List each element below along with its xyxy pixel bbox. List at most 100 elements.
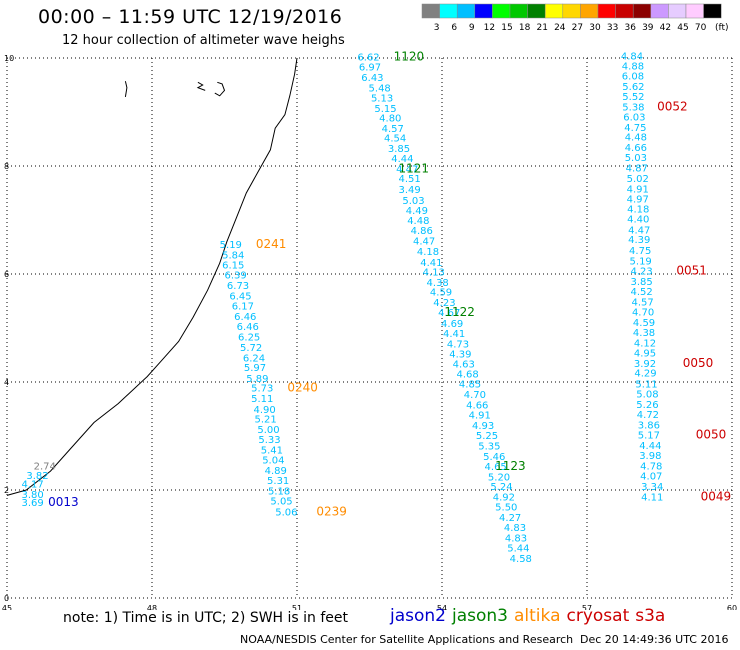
legend-label: 27 bbox=[572, 23, 583, 33]
swh-value: 4.91 bbox=[469, 411, 491, 422]
swh-value: 6.03 bbox=[623, 113, 645, 124]
swh-value: 5.25 bbox=[476, 431, 498, 442]
swh-value: 4.66 bbox=[466, 400, 488, 411]
swh-value: 6.25 bbox=[238, 332, 260, 343]
swh-value: 4.87 bbox=[626, 163, 648, 174]
swh-value: 4.12 bbox=[634, 338, 656, 349]
swh-value: 4.59 bbox=[430, 288, 452, 299]
swh-value: 5.13 bbox=[371, 94, 393, 105]
swh-value: 4.59 bbox=[633, 318, 655, 329]
swh-value: 4.13 bbox=[423, 268, 445, 279]
lon-tick-label: 57 bbox=[582, 604, 592, 610]
swh-value: 4.65 bbox=[485, 462, 507, 473]
legend-swatch-16 bbox=[703, 3, 722, 19]
swh-value: 4.48 bbox=[407, 216, 429, 227]
swh-value: 4.83 bbox=[505, 533, 527, 544]
swh-value: 5.33 bbox=[258, 435, 280, 446]
swh-value: 4.70 bbox=[464, 390, 486, 401]
satellite-name-cryosat: cryosat bbox=[566, 606, 630, 626]
altimeter-map: 45 48 51 54 57 60 0 2 4 6 8 10 3.693.804.173.822.74 0… bbox=[2, 50, 737, 610]
coastline bbox=[6, 57, 298, 496]
swh-value: 5.89 bbox=[246, 374, 268, 385]
credit-text: NOAA/NESDIS Center for Satellite Applica… bbox=[240, 633, 574, 646]
legend-label: 33 bbox=[607, 23, 618, 33]
swh-value: 3.86 bbox=[638, 420, 660, 431]
pass-time-label: 0051 bbox=[676, 264, 707, 278]
swh-value: 4.70 bbox=[632, 308, 654, 319]
pass-time-label: 1122 bbox=[444, 305, 475, 319]
swh-value: 4.92 bbox=[493, 492, 515, 503]
swh-value: 6.97 bbox=[359, 62, 381, 73]
track-jason3: 6.626.976.435.485.135.154.804.574.543.85… bbox=[357, 50, 532, 565]
swh-value: 6.46 bbox=[234, 312, 256, 323]
swh-value: 3.82 bbox=[26, 471, 48, 482]
legend-label: 42 bbox=[660, 23, 671, 33]
swh-value: 4.57 bbox=[382, 124, 404, 135]
swh-value: 5.84 bbox=[222, 250, 244, 261]
swh-value: 6.45 bbox=[229, 291, 251, 302]
swh-value: 5.73 bbox=[251, 384, 273, 395]
pass-time-label: 0240 bbox=[287, 381, 318, 395]
grid-lines bbox=[6, 57, 733, 599]
swh-value: 5.17 bbox=[638, 431, 660, 442]
swh-value: 3.85 bbox=[388, 144, 410, 155]
pass-time-label: 0050 bbox=[696, 428, 727, 442]
swh-value: 5.18 bbox=[268, 486, 290, 497]
swh-value: 5.19 bbox=[220, 240, 242, 251]
swh-value: 4.52 bbox=[631, 287, 653, 298]
swh-value: 3.92 bbox=[634, 359, 656, 370]
swh-value: 4.47 bbox=[396, 164, 418, 175]
swh-value: 5.72 bbox=[240, 343, 262, 354]
swh-value: 4.11 bbox=[641, 492, 663, 503]
swh-value: 4.67 bbox=[438, 308, 460, 319]
swh-value: 4.83 bbox=[504, 523, 526, 534]
swh-value: 4.07 bbox=[640, 472, 662, 483]
swh-value: 4.54 bbox=[384, 134, 406, 145]
credit-date: Dec 20 14:49:36 UTC 2016 bbox=[580, 633, 729, 646]
swh-value: 4.73 bbox=[447, 339, 469, 350]
swh-value: 5.04 bbox=[262, 456, 284, 467]
swh-value: 5.62 bbox=[622, 82, 644, 93]
swh-value: 6.39 bbox=[225, 270, 247, 281]
swh-value: 4.66 bbox=[625, 143, 647, 154]
legend-label: 3 bbox=[434, 23, 440, 33]
swh-value: 5.20 bbox=[488, 472, 510, 483]
swh-value: 6.46 bbox=[237, 322, 259, 333]
swh-value: 4.75 bbox=[629, 246, 651, 257]
legend-label: 24 bbox=[554, 23, 566, 33]
satellite-name-altika: altika bbox=[514, 606, 561, 626]
swh-value: 5.11 bbox=[251, 394, 273, 405]
swh-value: 5.08 bbox=[636, 390, 658, 401]
swh-value: 4.58 bbox=[510, 554, 532, 565]
swh-value: 4.69 bbox=[441, 319, 463, 330]
legend-unit: (ft) bbox=[715, 23, 729, 33]
swh-value: 6.43 bbox=[361, 73, 383, 84]
swh-value: 4.84 bbox=[621, 52, 643, 63]
swh-value: 4.72 bbox=[637, 410, 659, 421]
pass-time-label: 0049 bbox=[701, 489, 732, 503]
swh-value: 4.97 bbox=[627, 195, 649, 206]
swh-value: 4.78 bbox=[640, 461, 662, 472]
island-2 bbox=[214, 81, 226, 97]
pass-time-label: 0013 bbox=[48, 495, 79, 509]
legend-label: 30 bbox=[589, 23, 601, 33]
swh-value: 3.49 bbox=[399, 185, 421, 196]
legend-label: 39 bbox=[642, 23, 654, 33]
swh-value: 4.93 bbox=[472, 421, 494, 432]
swh-value: 4.89 bbox=[265, 466, 287, 477]
lon-tick-label: 45 bbox=[2, 604, 12, 610]
legend-label: 36 bbox=[624, 23, 636, 33]
lat-tick-label: 0 bbox=[4, 594, 9, 603]
swh-value: 3.85 bbox=[631, 277, 653, 288]
swh-value: 4.23 bbox=[433, 298, 455, 309]
swh-value: 6.73 bbox=[227, 281, 249, 292]
swh-value: 4.49 bbox=[406, 206, 428, 217]
lat-tick-label: 8 bbox=[4, 162, 9, 171]
swh-value: 5.26 bbox=[636, 400, 658, 411]
pass-time-label: 0239 bbox=[316, 504, 347, 518]
swh-value: 5.50 bbox=[495, 503, 517, 514]
swh-value: 5.41 bbox=[261, 445, 283, 456]
swh-value: 4.18 bbox=[627, 204, 649, 215]
legend-label: 70 bbox=[695, 23, 707, 33]
island-0 bbox=[124, 81, 128, 97]
